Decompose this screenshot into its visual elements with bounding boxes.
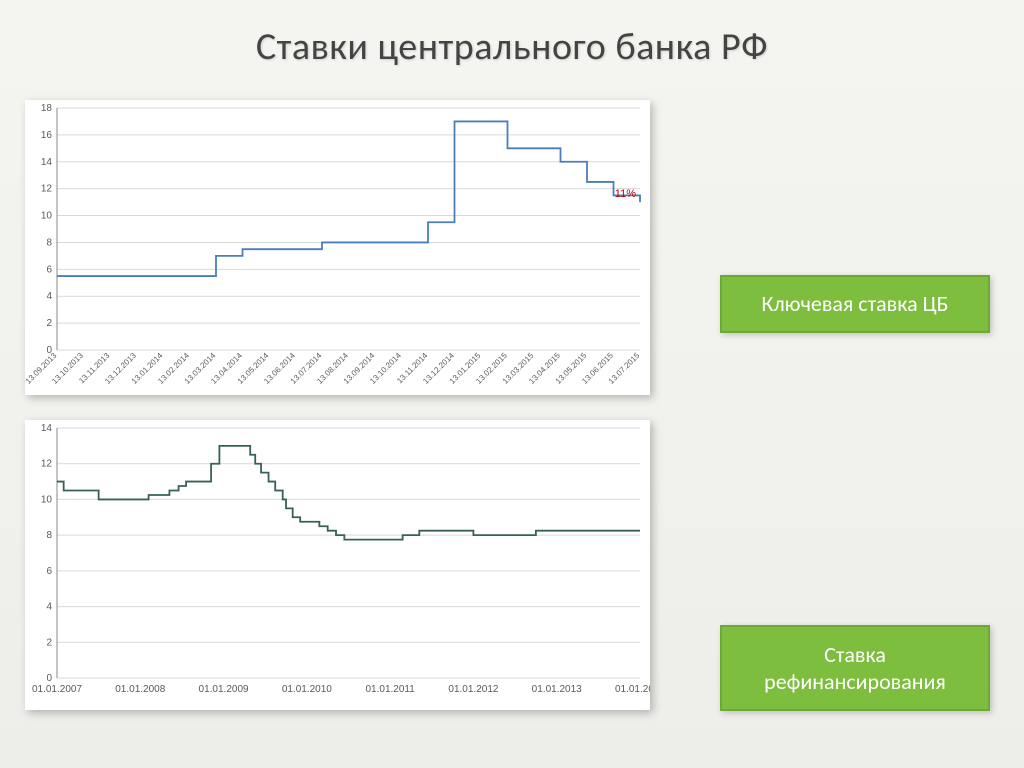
svg-text:4: 4 <box>46 602 52 613</box>
svg-text:4: 4 <box>46 291 52 302</box>
svg-text:8: 8 <box>46 530 52 541</box>
svg-text:6: 6 <box>46 566 52 577</box>
svg-text:10: 10 <box>41 211 53 222</box>
svg-text:10: 10 <box>41 494 53 505</box>
svg-text:8: 8 <box>46 237 52 248</box>
svg-text:11%: 11% <box>615 188 636 200</box>
page-title: Ставки центрального банка РФ <box>0 0 1024 70</box>
svg-text:16: 16 <box>41 130 53 141</box>
key-rate-chart-panel: 02468101214161813.09.201313.10.201313.11… <box>25 100 650 395</box>
svg-text:01.01.2008: 01.01.2008 <box>115 684 165 695</box>
svg-text:01.01.2011: 01.01.2011 <box>365 684 415 695</box>
svg-text:01.01.2012: 01.01.2012 <box>448 684 498 695</box>
svg-text:12: 12 <box>41 184 53 195</box>
key-rate-chart: 02468101214161813.09.201313.10.201313.11… <box>25 100 650 395</box>
svg-text:14: 14 <box>41 157 53 168</box>
refinancing-rate-chart-panel: 0 2 4 6 8 10 12 14 01.01.2007 01.01.2008 01.01.200… <box>25 420 650 710</box>
svg-text:2: 2 <box>46 637 52 648</box>
key-rate-label-box: Ключевая ставка ЦБ <box>720 275 990 333</box>
svg-text:14: 14 <box>41 423 53 434</box>
key-rate-label: Ключевая ставка ЦБ <box>762 290 949 318</box>
svg-text:01.01.2009: 01.01.2009 <box>199 684 249 695</box>
svg-text:2: 2 <box>46 318 52 329</box>
svg-text:0: 0 <box>46 673 52 684</box>
svg-text:01.01.2010: 01.01.2010 <box>282 684 332 695</box>
refinancing-rate-label: Ставка рефинансирования <box>734 641 976 696</box>
refinancing-rate-label-box: Ставка рефинансирования <box>720 625 990 711</box>
svg-text:6: 6 <box>46 264 52 275</box>
refinancing-rate-chart: 0 2 4 6 8 10 12 14 01.01.2007 01.01.2008 01.01.200… <box>25 420 650 710</box>
svg-text:01.01.2007: 01.01.2007 <box>32 684 82 695</box>
svg-text:12: 12 <box>41 459 53 470</box>
svg-text:01.01.2013: 01.01.2013 <box>532 684 582 695</box>
svg-text:18: 18 <box>41 103 53 114</box>
svg-text:01.01.2014: 01.01.2014 <box>615 684 650 695</box>
